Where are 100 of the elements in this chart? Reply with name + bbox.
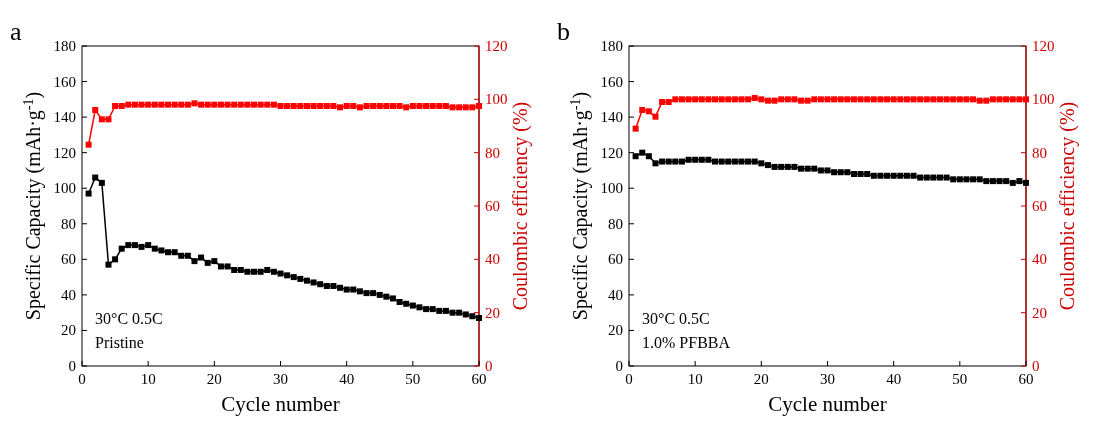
point	[745, 96, 752, 103]
y-tick-label: 100	[600, 180, 623, 197]
point	[171, 101, 178, 108]
point	[363, 290, 370, 297]
y2-tick-label: 20	[1032, 304, 1047, 321]
point	[976, 97, 983, 104]
point	[831, 169, 838, 176]
point	[771, 163, 778, 170]
point	[831, 96, 838, 103]
point	[403, 104, 410, 111]
point	[950, 176, 957, 183]
x-tick-label: 0	[78, 371, 86, 387]
point	[350, 103, 357, 109]
point	[363, 103, 370, 109]
point	[659, 99, 666, 105]
point	[983, 178, 990, 185]
point	[476, 103, 482, 109]
point	[1016, 96, 1023, 103]
y2-tick-label: 20	[485, 304, 500, 321]
point	[725, 96, 732, 103]
point	[923, 174, 930, 181]
point	[105, 261, 112, 268]
point	[370, 290, 377, 297]
point	[284, 103, 291, 109]
point	[356, 288, 363, 295]
point	[310, 103, 317, 109]
point	[383, 103, 390, 109]
y-tick-label: 20	[61, 322, 76, 339]
point	[857, 96, 864, 103]
point	[877, 172, 884, 179]
point	[416, 103, 423, 109]
point	[758, 160, 765, 167]
x-tick-label: 30	[273, 371, 288, 387]
y2-tick-label: 40	[1032, 251, 1047, 268]
point	[356, 104, 363, 111]
point	[224, 101, 231, 108]
point	[989, 96, 996, 103]
point	[698, 96, 705, 103]
point	[738, 158, 745, 165]
y-tick-label: 40	[608, 286, 623, 303]
point	[844, 169, 851, 176]
y2-tick-label: 120	[1032, 38, 1055, 54]
point	[791, 96, 798, 103]
point	[224, 263, 231, 270]
y-tick-label: 160	[600, 73, 623, 90]
point	[817, 167, 824, 174]
x-tick-label: 0	[625, 371, 633, 387]
point	[652, 160, 659, 167]
point	[996, 96, 1003, 103]
point	[191, 258, 198, 265]
text: b	[557, 17, 570, 46]
point	[131, 101, 138, 108]
point	[764, 97, 771, 104]
point	[436, 103, 443, 109]
point	[237, 101, 244, 108]
point	[718, 96, 725, 103]
point	[897, 172, 904, 179]
point	[963, 176, 970, 183]
point	[409, 103, 416, 109]
x-tick-label: 10	[687, 371, 703, 387]
point	[290, 103, 297, 109]
point	[204, 101, 211, 108]
point	[705, 96, 712, 103]
y2-tick-label: 100	[485, 91, 508, 108]
x-tick-label: 40	[339, 371, 355, 387]
point	[890, 96, 897, 103]
point	[343, 286, 350, 293]
point	[1009, 179, 1016, 186]
x-tick-label: 60	[1018, 371, 1034, 387]
point	[211, 101, 218, 108]
point	[376, 103, 383, 109]
point	[171, 249, 178, 256]
point	[469, 104, 476, 111]
point	[771, 97, 778, 104]
y2-axis-title: Coulombic efficiency (%)	[509, 101, 532, 311]
point	[930, 174, 937, 181]
point	[337, 284, 344, 291]
point	[645, 153, 652, 160]
point	[758, 96, 765, 103]
point	[943, 96, 950, 103]
point	[890, 172, 897, 179]
point	[178, 101, 185, 108]
point	[745, 158, 752, 165]
point	[725, 158, 732, 165]
y-tick-label: 60	[608, 251, 623, 268]
point	[989, 178, 996, 185]
point	[824, 167, 831, 174]
point	[264, 267, 271, 273]
point	[370, 103, 377, 109]
point	[178, 252, 185, 259]
point	[118, 245, 125, 252]
point	[692, 96, 699, 103]
point	[290, 274, 297, 281]
point	[317, 103, 324, 109]
point	[712, 158, 719, 165]
point	[330, 103, 337, 109]
point	[850, 171, 857, 177]
point	[251, 268, 258, 275]
x-axis-title: Cycle number	[221, 392, 340, 416]
point	[811, 165, 818, 172]
